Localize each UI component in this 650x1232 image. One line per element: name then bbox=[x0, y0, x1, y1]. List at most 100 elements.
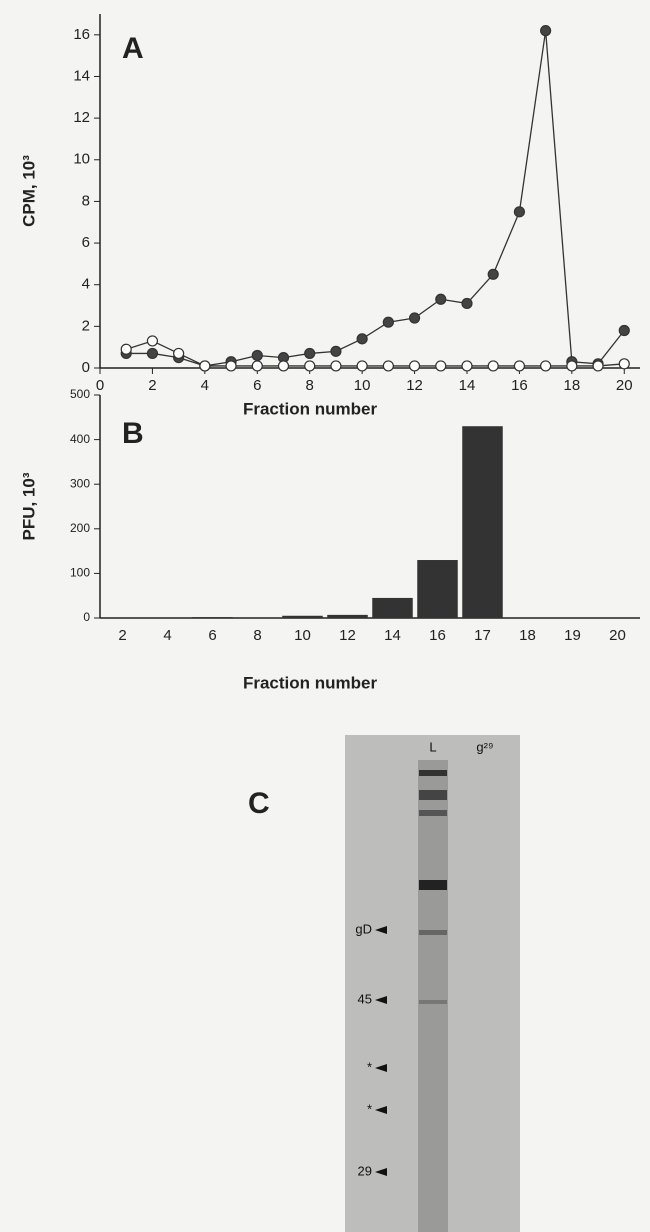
gel-band bbox=[419, 790, 447, 800]
gel-band bbox=[419, 880, 447, 890]
data-point bbox=[200, 361, 210, 371]
data-point bbox=[331, 361, 341, 371]
data-point bbox=[436, 361, 446, 371]
marker-label: * bbox=[367, 1059, 372, 1074]
marker-label: 29 bbox=[358, 1163, 372, 1178]
x-tick-label: 20 bbox=[616, 377, 633, 394]
data-point bbox=[410, 361, 420, 371]
data-point bbox=[488, 361, 498, 371]
gel-band bbox=[419, 770, 447, 776]
marker-label: gD bbox=[355, 921, 372, 936]
x-tick-label: 0 bbox=[96, 377, 104, 394]
x-tick-label: 6 bbox=[208, 627, 216, 644]
y-tick-label: 100 bbox=[70, 566, 90, 580]
data-point bbox=[147, 336, 157, 346]
x-tick-label: 20 bbox=[609, 627, 626, 644]
data-point bbox=[226, 361, 236, 371]
x-tick-label: 16 bbox=[511, 377, 528, 394]
y-tick-label: 12 bbox=[73, 109, 90, 126]
x-tick-label: 18 bbox=[519, 627, 536, 644]
lane-label: g²⁹ bbox=[476, 739, 493, 754]
bar bbox=[417, 560, 458, 618]
bar bbox=[372, 598, 413, 618]
x-tick-label: 2 bbox=[118, 627, 126, 644]
x-tick-label: 10 bbox=[354, 377, 371, 394]
y-tick-label: 400 bbox=[70, 432, 90, 446]
panel-label: B bbox=[122, 417, 144, 450]
x-tick-label: 19 bbox=[564, 627, 581, 644]
x-tick-label: 10 bbox=[294, 627, 311, 644]
data-point bbox=[488, 269, 498, 279]
data-point bbox=[252, 361, 262, 371]
data-point bbox=[383, 317, 393, 327]
data-point bbox=[514, 361, 524, 371]
y-tick-label: 14 bbox=[73, 67, 90, 84]
y-axis-label: PFU, 10³ bbox=[19, 472, 38, 540]
x-tick-label: 12 bbox=[406, 377, 423, 394]
x-tick-label: 6 bbox=[253, 377, 261, 394]
x-tick-label: 14 bbox=[384, 627, 401, 644]
y-tick-label: 2 bbox=[82, 317, 90, 334]
data-point bbox=[541, 361, 551, 371]
data-point bbox=[331, 346, 341, 356]
x-tick-label: 2 bbox=[148, 377, 156, 394]
figure: C L g²⁹ gD 45 * * 29 0 2 4 6 8 10 12 14 16 A CPM, … bbox=[0, 0, 650, 1232]
y-tick-label: 4 bbox=[82, 276, 90, 293]
y-tick-label: 6 bbox=[82, 234, 90, 251]
y-tick-label: 10 bbox=[73, 151, 90, 168]
x-tick-label: 18 bbox=[564, 377, 581, 394]
x-tick-label: 4 bbox=[163, 627, 171, 644]
y-tick-label: 0 bbox=[83, 610, 90, 624]
data-point bbox=[410, 313, 420, 323]
bar bbox=[462, 426, 503, 618]
x-tick-label: 17 bbox=[474, 627, 491, 644]
data-point bbox=[383, 361, 393, 371]
data-point bbox=[357, 334, 367, 344]
data-point bbox=[593, 361, 603, 371]
x-axis-label: Fraction number bbox=[243, 673, 378, 692]
data-point bbox=[567, 361, 577, 371]
lane-label: L bbox=[429, 739, 436, 754]
bar bbox=[327, 615, 368, 618]
x-tick-label: 4 bbox=[201, 377, 209, 394]
panel-label: A bbox=[122, 32, 144, 65]
data-point bbox=[121, 344, 131, 354]
data-point bbox=[278, 361, 288, 371]
y-tick-label: 0 bbox=[82, 359, 90, 376]
bar bbox=[192, 617, 233, 618]
bar bbox=[282, 616, 323, 618]
x-tick-label: 14 bbox=[459, 377, 476, 394]
x-axis-label: Fraction number bbox=[243, 399, 378, 418]
data-point bbox=[514, 207, 524, 217]
data-point bbox=[541, 26, 551, 36]
gel-band bbox=[419, 930, 447, 935]
x-tick-label: 12 bbox=[339, 627, 356, 644]
data-point bbox=[619, 326, 629, 336]
y-axis-label: CPM, 10³ bbox=[19, 155, 38, 227]
data-point bbox=[462, 361, 472, 371]
data-point bbox=[357, 361, 367, 371]
x-tick-label: 8 bbox=[306, 377, 314, 394]
data-point bbox=[619, 359, 629, 369]
y-tick-label: 8 bbox=[82, 192, 90, 209]
series-line bbox=[126, 31, 624, 366]
y-tick-label: 300 bbox=[70, 476, 90, 490]
data-point bbox=[436, 294, 446, 304]
data-point bbox=[147, 348, 157, 358]
x-tick-label: 8 bbox=[253, 627, 261, 644]
x-tick-label: 16 bbox=[429, 627, 446, 644]
gel-band bbox=[419, 810, 447, 816]
gel-band bbox=[419, 1000, 447, 1004]
data-point bbox=[305, 361, 315, 371]
data-point bbox=[462, 298, 472, 308]
panel-label: C bbox=[248, 787, 270, 820]
marker-label: * bbox=[367, 1101, 372, 1116]
y-tick-label: 16 bbox=[73, 26, 90, 43]
gel-lane bbox=[418, 760, 448, 1232]
data-point bbox=[305, 348, 315, 358]
marker-label: 45 bbox=[358, 991, 372, 1006]
data-point bbox=[174, 348, 184, 358]
y-tick-label: 200 bbox=[70, 521, 90, 535]
y-tick-label: 500 bbox=[70, 387, 90, 401]
data-point bbox=[252, 351, 262, 361]
